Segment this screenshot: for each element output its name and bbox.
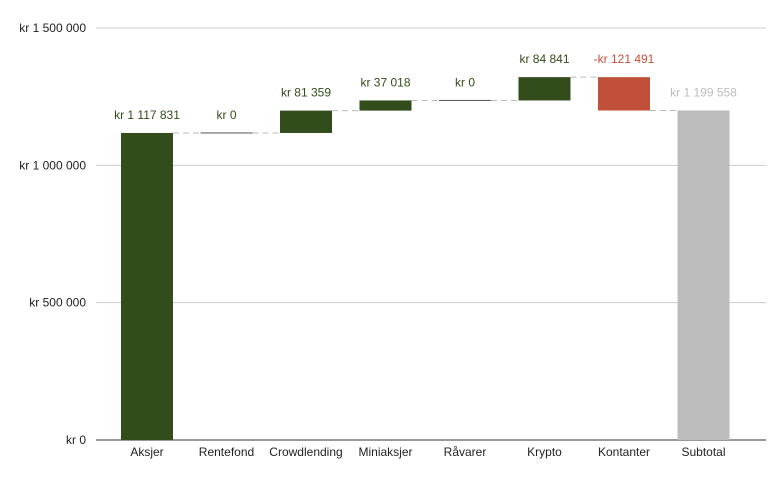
- data-label: kr 84 841: [519, 52, 569, 66]
- data-label: kr 81 359: [281, 86, 331, 100]
- y-tick-label: kr 500 000: [29, 296, 86, 310]
- y-tick-label: kr 0: [66, 433, 86, 447]
- x-category-label: Rentefond: [199, 445, 254, 459]
- x-category-label: Subtotal: [681, 445, 725, 459]
- y-axis-ticks: kr 0 kr 500 000 kr 1 000 000 kr 1 500 000: [19, 21, 86, 447]
- x-axis-categories: Aksjer Rentefond Crowdlending Miniaksjer Råv…: [130, 445, 725, 459]
- x-category-label: Crowdlending: [269, 445, 342, 459]
- x-category-label: Råvarer: [444, 445, 487, 459]
- data-label: kr 0: [455, 75, 475, 89]
- y-tick-label: kr 1 000 000: [19, 158, 86, 172]
- connector-lines: [173, 76, 678, 134]
- bars: [121, 77, 730, 441]
- y-tick-label: kr 1 500 000: [19, 21, 86, 35]
- x-category-label: Krypto: [527, 445, 562, 459]
- x-category-label: Kontanter: [598, 445, 650, 459]
- data-label: kr 1 199 558: [670, 86, 737, 100]
- gridlines: [96, 27, 766, 441]
- data-label: -kr 121 491: [594, 52, 655, 66]
- bar: [439, 99, 491, 101]
- bar: [121, 132, 173, 440]
- data-label: kr 0: [216, 108, 236, 122]
- bar: [598, 77, 650, 111]
- bar: [359, 100, 412, 111]
- bar: [518, 77, 571, 101]
- bar: [200, 132, 253, 134]
- data-label: kr 1 117 831: [114, 108, 180, 122]
- x-category-label: Miniaksjer: [358, 445, 412, 459]
- x-category-label: Aksjer: [130, 445, 163, 459]
- bar: [677, 110, 730, 441]
- bar: [280, 110, 332, 133]
- data-label: kr 37 018: [360, 75, 410, 89]
- data-labels: kr 1 117 831 kr 0 kr 81 359 kr 37 018 kr 0 kr…: [114, 52, 737, 122]
